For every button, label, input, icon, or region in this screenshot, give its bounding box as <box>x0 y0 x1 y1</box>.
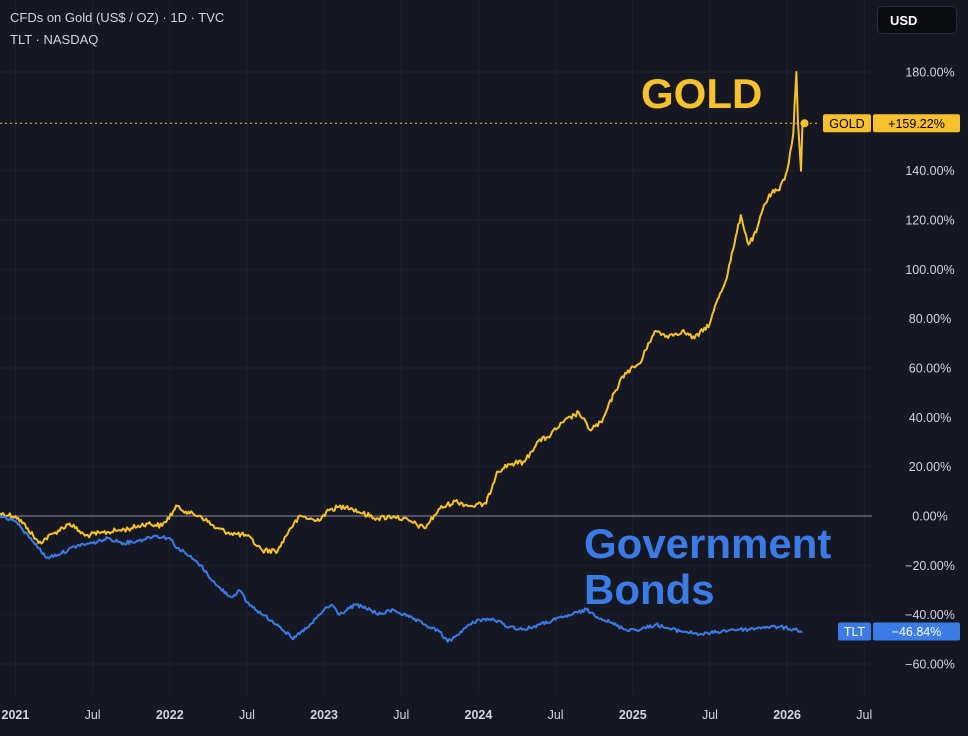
x-tick-label: 2022 <box>156 708 184 722</box>
legend-tlt-symbol[interactable]: TLT · NASDAQ <box>10 32 99 47</box>
y-tick-label: −20.00% <box>905 559 955 573</box>
y-tick-label: 180.00% <box>905 66 954 80</box>
series-line-tlt <box>0 515 803 643</box>
series-value-badge-gold <box>873 114 960 133</box>
series-name-badge-tlt <box>838 622 871 641</box>
x-tick-label: 2026 <box>773 708 801 722</box>
bonds-annotation-line: Government <box>584 520 831 567</box>
series-name-label-tlt: TLT <box>844 625 866 639</box>
gold-last-point <box>800 119 809 128</box>
x-tick-label: 2021 <box>2 708 30 722</box>
x-tick-label: 2023 <box>310 708 338 722</box>
y-tick-label: 40.00% <box>909 411 951 425</box>
series-name-label-gold: GOLD <box>829 117 864 131</box>
x-tick-label: Jul <box>239 708 255 722</box>
y-tick-label: −40.00% <box>905 608 955 622</box>
y-tick-label: 60.00% <box>909 362 951 376</box>
legend-gold-symbol[interactable]: CFDs on Gold (US$ / OZ) · 1D · TVC <box>10 10 225 25</box>
x-tick-label: Jul <box>85 708 101 722</box>
series-line-gold <box>0 71 804 554</box>
series-name-badge-gold <box>823 114 871 133</box>
series-value-label-tlt: −46.84% <box>892 625 942 639</box>
series-layer <box>0 71 820 643</box>
grid-layer <box>0 0 872 694</box>
y-tick-label: −60.00% <box>905 658 955 672</box>
y-tick-label: 0.00% <box>912 510 947 524</box>
y-tick-label: 20.00% <box>909 460 951 474</box>
label-layer: 180.00% 140.00% 120.00% 100.00% 80.00% 60.00%… <box>2 66 960 722</box>
y-tick-label: 120.00% <box>905 214 954 228</box>
y-tick-label: 140.00% <box>905 164 954 178</box>
series-value-badge-tlt <box>873 622 960 641</box>
bonds-annotation-line: Bonds <box>584 566 715 613</box>
x-tick-label: Jul <box>856 708 872 722</box>
x-tick-label: Jul <box>702 708 718 722</box>
currency-button[interactable]: USD <box>877 6 957 34</box>
x-tick-label: Jul <box>393 708 409 722</box>
x-tick-label: Jul <box>548 708 564 722</box>
x-tick-label: 2025 <box>619 708 647 722</box>
y-tick-label: 80.00% <box>909 312 951 326</box>
gold-annotation: GOLD <box>641 70 762 117</box>
series-value-label-gold: +159.22% <box>888 117 945 131</box>
x-tick-label: 2024 <box>465 708 493 722</box>
y-tick-label: 100.00% <box>905 263 954 277</box>
